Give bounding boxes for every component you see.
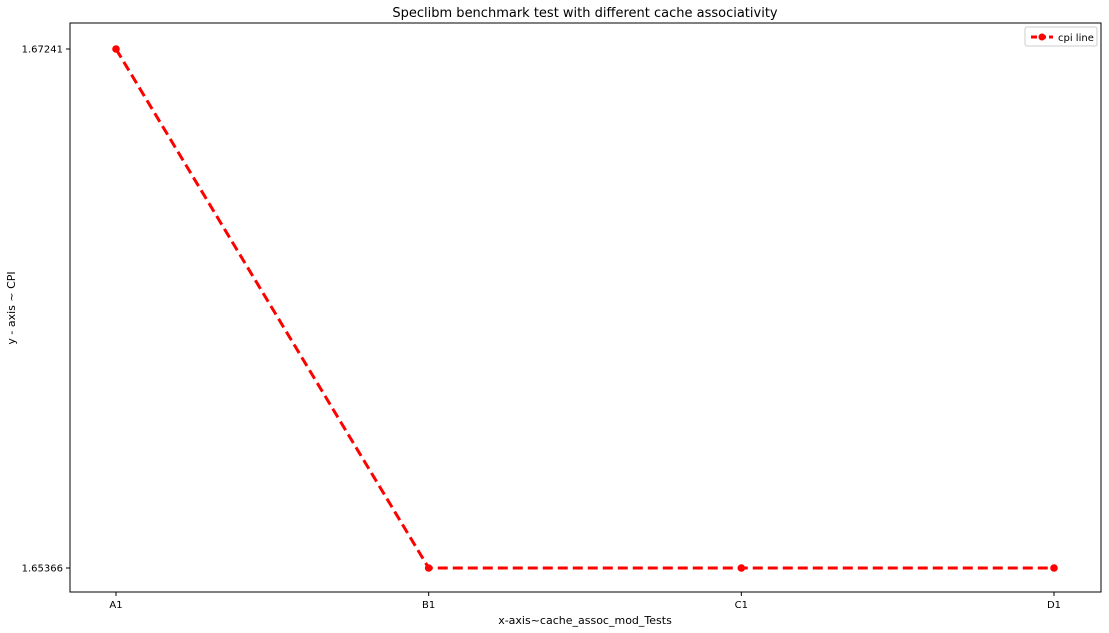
data-point-C1 <box>737 564 746 572</box>
chart-title: Speclibm benchmark test with different c… <box>392 6 778 21</box>
data-point-A1 <box>112 45 120 53</box>
x-axis-ticks: A1 B1 C1 D1 <box>109 592 1061 611</box>
x-tick-label: D1 <box>1047 600 1061 611</box>
series-line-cpi <box>114 48 1054 570</box>
data-point-B1 <box>424 564 433 572</box>
series-group <box>112 45 1058 572</box>
x-tick-label: B1 <box>422 600 435 611</box>
data-point-D1 <box>1050 564 1058 572</box>
y-tick-label: 1.65366 <box>22 564 63 575</box>
y-axis-ticks: 1.65366 1.67241 <box>22 45 70 575</box>
x-tick-label: A1 <box>109 600 122 611</box>
x-tick-label: C1 <box>735 600 748 611</box>
x-axis-label: x-axis~cache_assoc_mod_Tests <box>498 614 672 627</box>
legend-box <box>1024 26 1098 47</box>
legend-marker <box>1038 33 1046 41</box>
plot-frame <box>69 22 1102 593</box>
y-tick-label: 1.67241 <box>22 45 63 56</box>
legend: cpi line <box>1024 26 1098 47</box>
legend-label: cpi line <box>1058 33 1094 44</box>
y-axis-label: y - axis ~ CPI <box>5 271 18 344</box>
